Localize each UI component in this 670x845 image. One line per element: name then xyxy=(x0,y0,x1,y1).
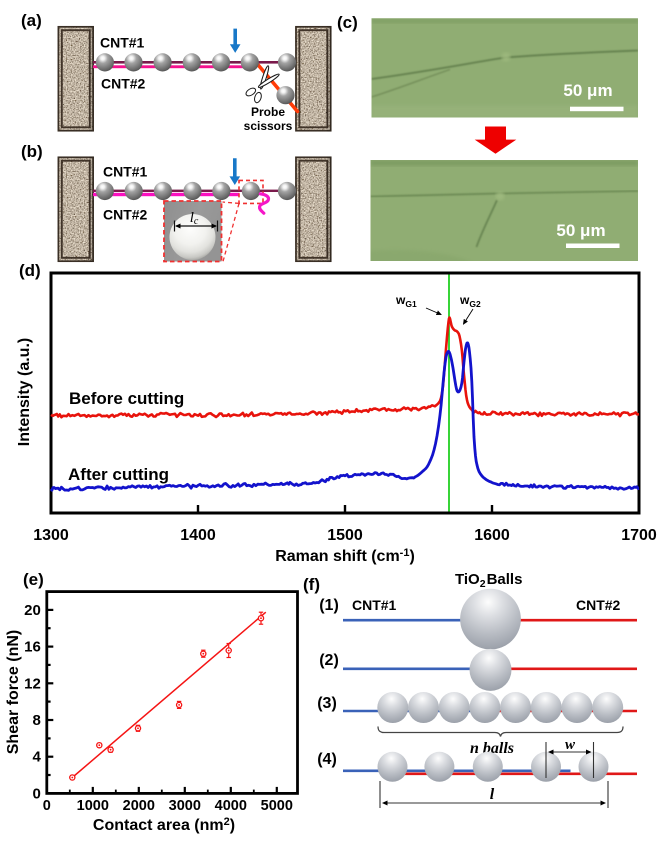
svg-text:1500: 1500 xyxy=(327,527,363,544)
svg-text:0: 0 xyxy=(32,785,40,802)
svg-text:1300: 1300 xyxy=(33,527,69,544)
svg-text:12: 12 xyxy=(24,675,41,692)
svg-text:(c): (c) xyxy=(337,13,358,32)
svg-text:1600: 1600 xyxy=(474,527,510,544)
svg-text:5000: 5000 xyxy=(261,798,293,814)
svg-text:(4): (4) xyxy=(317,751,337,768)
svg-text:50 μm: 50 μm xyxy=(556,221,605,240)
svg-text:Shear force (nN): Shear force (nN) xyxy=(5,630,22,754)
svg-text:8: 8 xyxy=(32,712,40,729)
svg-text:(d): (d) xyxy=(19,261,41,280)
svg-text:3000: 3000 xyxy=(169,798,201,814)
svg-text:(f): (f) xyxy=(303,575,320,594)
svg-text:After cutting: After cutting xyxy=(68,465,169,484)
svg-text:lc: lc xyxy=(190,210,199,227)
svg-text:50 μm: 50 μm xyxy=(563,81,612,100)
svg-text:TiO2Balls: TiO2Balls xyxy=(455,571,522,590)
svg-text:4: 4 xyxy=(32,749,41,766)
svg-text:2000: 2000 xyxy=(123,798,155,814)
svg-text:CNT#2: CNT#2 xyxy=(103,207,148,223)
svg-text:Raman shift (cm-1): Raman shift (cm-1) xyxy=(275,547,415,565)
svg-text:CNT#1: CNT#1 xyxy=(352,597,397,613)
svg-text:CNT#1: CNT#1 xyxy=(100,35,145,51)
svg-text:scissors: scissors xyxy=(244,119,293,133)
svg-text:l: l xyxy=(490,786,495,803)
svg-text:0: 0 xyxy=(43,798,51,814)
svg-text:20: 20 xyxy=(24,602,41,619)
svg-text:(b): (b) xyxy=(21,142,43,161)
svg-text:Before cutting: Before cutting xyxy=(69,389,184,408)
svg-text:(2): (2) xyxy=(319,652,339,669)
svg-text:w: w xyxy=(565,737,576,753)
svg-text:(a): (a) xyxy=(21,11,42,30)
svg-text:Contact area (nm2): Contact area (nm2) xyxy=(93,816,235,834)
svg-text:Probe: Probe xyxy=(251,105,285,119)
svg-text:4000: 4000 xyxy=(215,798,247,814)
svg-text:(e): (e) xyxy=(23,570,44,589)
svg-text:CNT#2: CNT#2 xyxy=(101,76,146,92)
svg-text:CNT#1: CNT#1 xyxy=(103,164,148,180)
svg-text:Intensity (a.u.): Intensity (a.u.) xyxy=(16,338,33,446)
svg-text:(1): (1) xyxy=(319,597,339,614)
svg-text:1700: 1700 xyxy=(621,527,657,544)
svg-text:CNT#2: CNT#2 xyxy=(576,597,621,613)
svg-text:n balls: n balls xyxy=(470,740,514,757)
svg-text:16: 16 xyxy=(24,639,41,656)
svg-text:1000: 1000 xyxy=(77,798,109,814)
svg-text:1400: 1400 xyxy=(180,527,216,544)
svg-text:(3): (3) xyxy=(317,695,337,712)
